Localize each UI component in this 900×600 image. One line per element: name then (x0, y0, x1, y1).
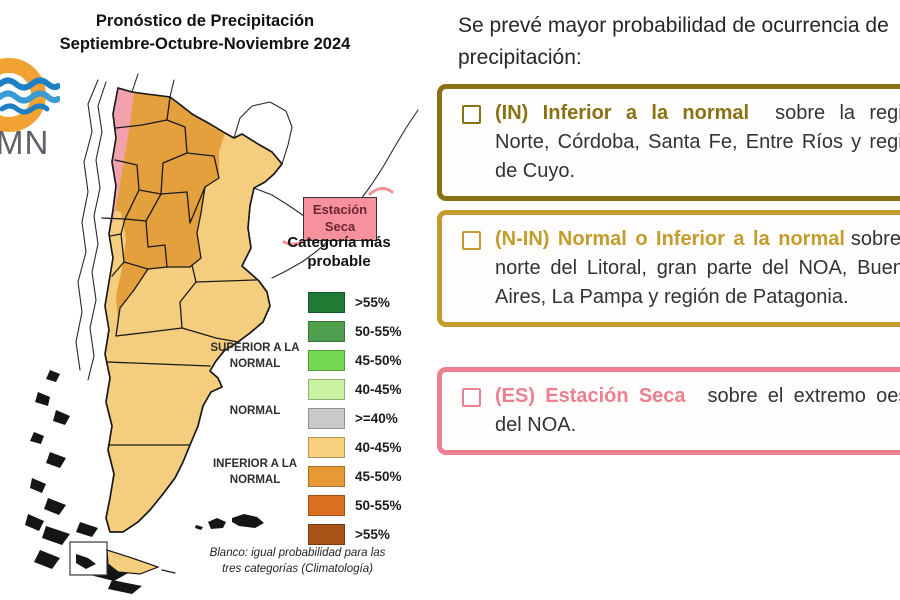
legend-label: 40-45% (355, 440, 402, 455)
legend-swatch (308, 292, 345, 313)
checkbox-icon (462, 388, 481, 407)
argentina-outline-stroke (104, 87, 283, 533)
legend-label: 45-50% (355, 469, 402, 484)
legend-footnote: Blanco: igual probabilidad para las tres… (209, 547, 386, 575)
legend-group-normal: NORMAL (229, 405, 281, 417)
legend-swatch (308, 379, 345, 400)
forecast-code-label: (N-IN) Normal o Inferior a la normal (495, 228, 845, 250)
legend-label: >55% (355, 295, 390, 310)
legend-swatch (308, 495, 345, 516)
malvinas-islands (195, 514, 264, 530)
legend-item: 50-55% (308, 495, 402, 516)
legend-label: 50-55% (355, 324, 402, 339)
legend-item: 40-45% (308, 437, 402, 458)
tdf-dash (161, 569, 176, 574)
checkbox-icon (462, 105, 481, 124)
legend-label: >55% (355, 527, 390, 542)
legend-label: 50-55% (355, 498, 402, 513)
smn-logo-text: MN (0, 124, 50, 161)
forecast-card-text: (N-IN) Normal o Inferior a la normal sobr… (495, 225, 900, 312)
legend-item: >55% (308, 524, 402, 545)
legend-item: 50-55% (308, 321, 402, 342)
forecast-description: sobre el extremo oeste del NOA. (495, 385, 900, 436)
forecast-card-normal-inferior: (N-IN) Normal o Inferior a la normal sobr… (437, 210, 900, 327)
legend-swatch (308, 350, 345, 371)
legend-label: 40-45% (355, 382, 402, 397)
legend-item: 45-50% (308, 466, 402, 487)
argentina-precipitation-map (25, 73, 419, 594)
legend-item: >55% (308, 292, 402, 313)
map-title-line1: Pronóstico de Precipitación (95, 12, 315, 30)
forecast-code-label: (IN) Inferior a la normal (495, 102, 750, 124)
forecast-code-label: (ES) Estación Seca (495, 385, 686, 407)
forecast-description: sobre el norte del Litoral, gran parte d… (495, 228, 900, 308)
map-title: Pronóstico de Precipitación Septiembre-O… (30, 10, 380, 56)
inset-island (76, 554, 96, 569)
legend-title: Categoría más probable (287, 234, 391, 270)
smn-logo: MN (0, 58, 82, 178)
legend-swatch (308, 466, 345, 487)
legend-label: >=40% (355, 411, 398, 426)
legend-swatch (308, 524, 345, 545)
dry-season-badge: Estación Seca (303, 197, 377, 241)
legend-group-inferior: INFERIOR A LA NORMAL (212, 458, 298, 486)
info-heading: Se prevé mayor probabilidad de ocurrenci… (458, 14, 889, 69)
badge-callout-tail-right (368, 187, 394, 196)
legend-label: 45-50% (355, 353, 402, 368)
tierra-del-fuego (106, 549, 160, 575)
legend-item: >=40% (308, 408, 402, 429)
map-title-line2: Septiembre-Octubre-Noviembre 2024 (59, 35, 351, 54)
legend-swatch (308, 408, 345, 429)
legend-item: 40-45% (308, 379, 402, 400)
legend-item: 45-50% (308, 350, 402, 371)
legend-swatch (308, 437, 345, 458)
legend-group-superior: SUPERIOR A LA NORMAL (210, 342, 300, 370)
smn-logo-waves-icon (0, 77, 60, 115)
legend: >55% 50-55% 45-50% 40-45% >=40% 40-45% 4… (308, 292, 402, 553)
legend-swatch (308, 321, 345, 342)
province-borders (101, 96, 257, 446)
checkbox-icon (462, 231, 481, 250)
region-inferior-45-50 (105, 88, 225, 336)
forecast-description: sobre la región Norte, Córdoba, Santa Fe… (495, 102, 900, 182)
